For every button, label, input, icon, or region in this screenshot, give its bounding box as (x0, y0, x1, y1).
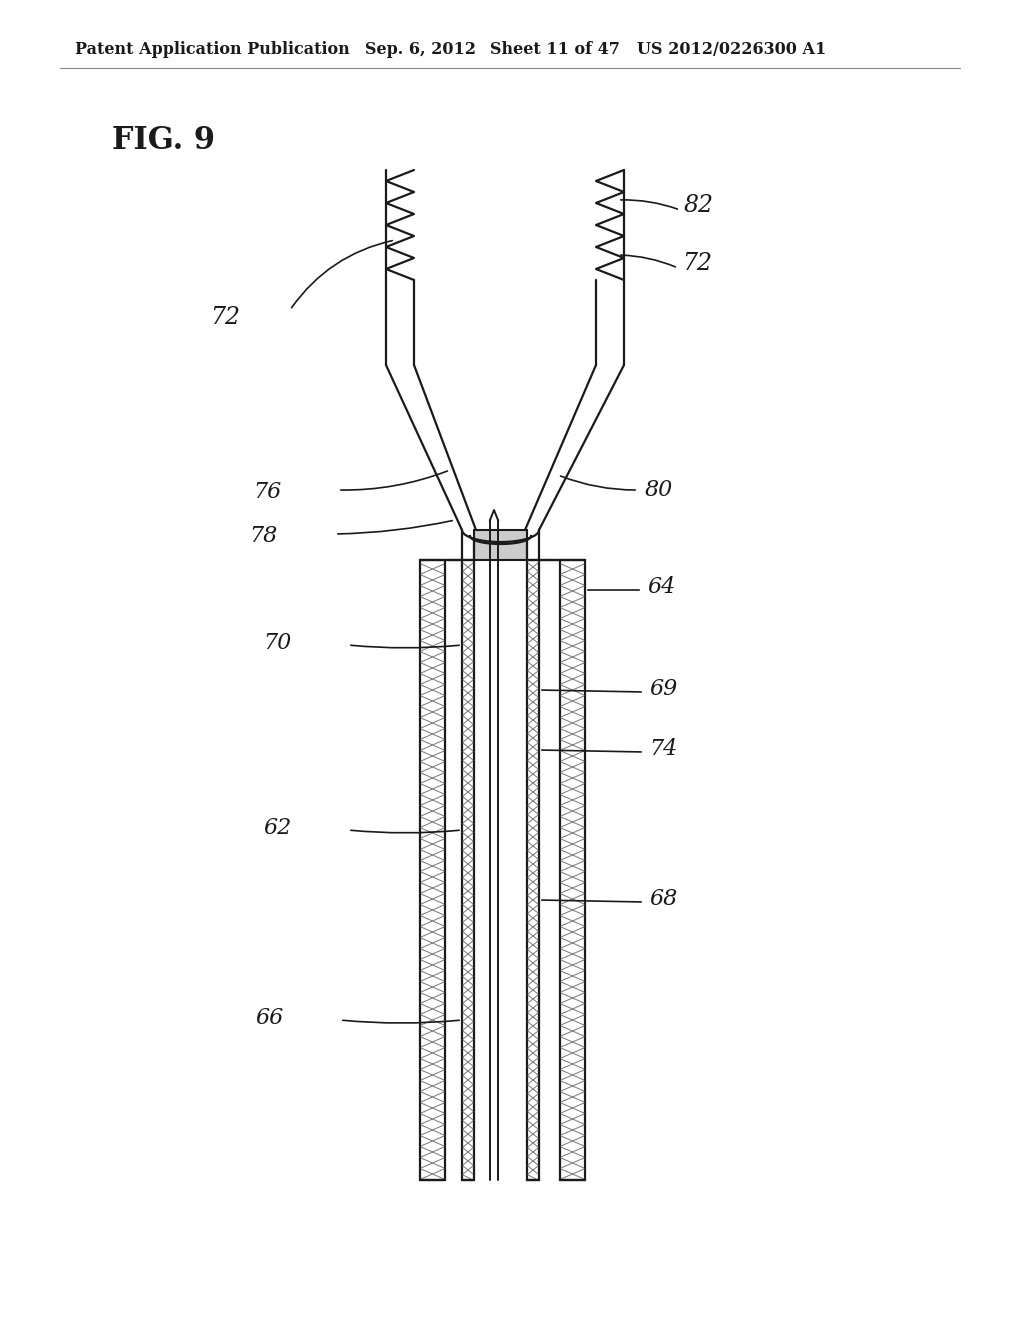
Text: 82: 82 (684, 194, 714, 216)
Bar (527, 560, 539, 1180)
Text: US 2012/0226300 A1: US 2012/0226300 A1 (637, 41, 826, 58)
Text: 74: 74 (649, 738, 677, 760)
Text: 66: 66 (256, 1007, 284, 1030)
Text: 76: 76 (254, 480, 282, 503)
Text: 80: 80 (645, 479, 673, 502)
Text: 64: 64 (647, 576, 675, 598)
Bar (474, 531, 527, 560)
Text: 72: 72 (210, 306, 240, 330)
Text: Patent Application Publication: Patent Application Publication (75, 41, 350, 58)
Bar (560, 560, 585, 1180)
Bar (420, 560, 445, 1180)
Bar (462, 560, 474, 1180)
Text: 68: 68 (649, 888, 677, 909)
Text: 69: 69 (649, 678, 677, 700)
Text: 70: 70 (264, 632, 292, 653)
Text: Sep. 6, 2012: Sep. 6, 2012 (365, 41, 476, 58)
Text: Sheet 11 of 47: Sheet 11 of 47 (490, 41, 620, 58)
Text: 72: 72 (682, 252, 712, 275)
Text: 62: 62 (264, 817, 292, 840)
Text: 78: 78 (250, 525, 278, 546)
Text: FIG. 9: FIG. 9 (112, 125, 215, 156)
